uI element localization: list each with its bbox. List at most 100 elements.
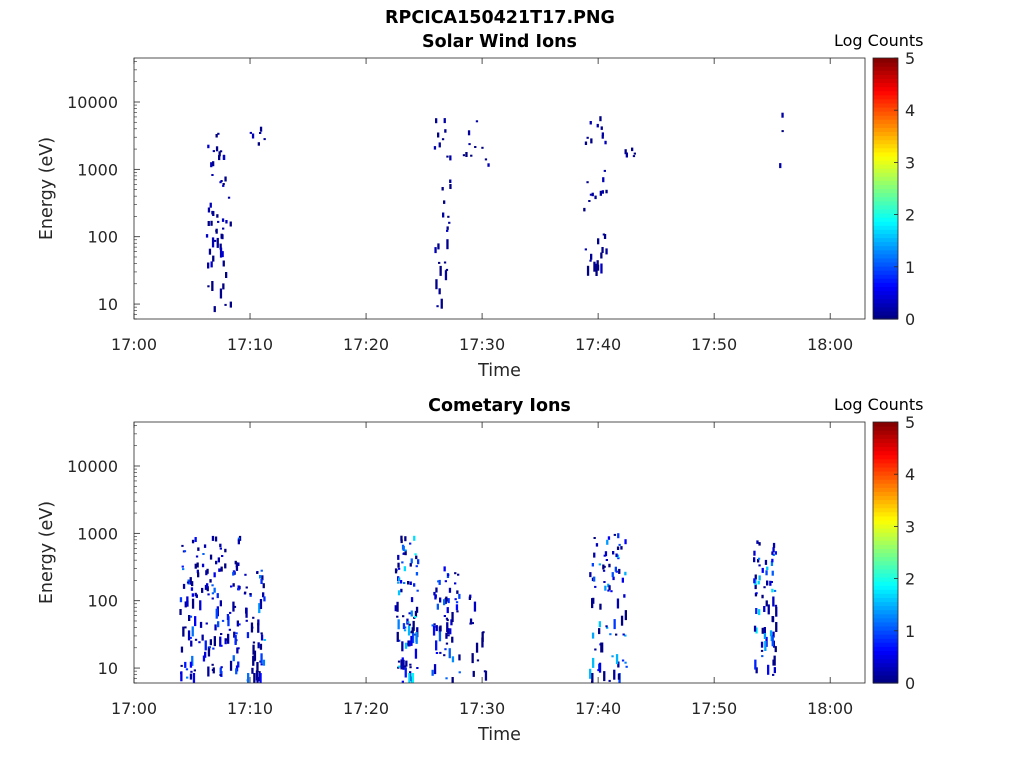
data-cell-p2-c2 [256, 572, 259, 574]
colorbar-segment-p1 [873, 155, 898, 161]
data-cell-p2-c1 [224, 638, 227, 641]
data-cell-p2-c6 [604, 551, 608, 557]
data-cell-p2-c3 [415, 606, 419, 613]
data-cell-p2-c3 [409, 542, 412, 545]
data-cell-p2-c4 [433, 664, 437, 675]
data-cell-p2-c3 [395, 569, 398, 572]
data-cell-p1-c1 [225, 220, 228, 224]
data-cell-p2-c1 [182, 568, 185, 571]
data-cell-p2-c1 [220, 666, 223, 669]
data-cell-p2-c4 [456, 610, 459, 613]
data-cell-p2-c1 [189, 615, 193, 618]
data-cell-p1-c6 [632, 155, 636, 158]
panel2-colorbar-label: Log Counts [834, 395, 924, 414]
data-cell-p2-c3 [397, 660, 401, 663]
data-cell-p1-c2 [257, 142, 260, 146]
data-cell-p2-c1 [202, 655, 206, 662]
data-cell-p2-c4 [451, 677, 454, 683]
data-cell-p2-c4 [436, 603, 439, 610]
data-cell-p2-c1 [207, 666, 210, 677]
data-cell-p1-c5 [586, 181, 589, 184]
data-cell-p1-c1 [207, 285, 210, 288]
colorbar-segment-p2 [873, 654, 898, 660]
y-tick-label-p2-2: 1000 [77, 524, 118, 543]
data-cell-p2-c7 [758, 575, 761, 581]
data-cell-p2-c6 [611, 655, 614, 658]
data-cell-p1-c1 [217, 220, 220, 223]
data-cell-p2-c3 [396, 631, 399, 642]
colorbar-segment-p2 [873, 666, 898, 672]
data-cell-p1-c1 [207, 144, 210, 149]
colorbar-tick-label-p1-3: 3 [905, 153, 915, 172]
data-cell-p2-c6 [624, 571, 627, 576]
data-cell-p2-c3 [401, 561, 404, 564]
data-cell-p2-c7 [755, 627, 758, 634]
data-cell-p1-c5 [583, 207, 586, 212]
data-cell-p1-c4 [470, 154, 473, 157]
data-cell-p2-c5 [471, 653, 474, 664]
data-cell-p1-c5 [602, 177, 605, 183]
colorbar-segment-p2 [873, 523, 898, 529]
data-cell-p1-c1 [227, 196, 231, 199]
colorbar-segment-p1 [873, 294, 898, 300]
data-cell-p2-c4 [454, 582, 457, 585]
data-cell-p2-c3 [404, 626, 407, 629]
data-cell-p1-c3 [437, 132, 440, 138]
colorbar-segment-p1 [873, 164, 898, 169]
data-cell-p1-c1 [213, 239, 217, 242]
data-cell-p2-c1 [180, 646, 184, 653]
data-cell-p2-c4 [435, 625, 438, 632]
data-cell-p2-c5 [472, 670, 475, 677]
data-cell-p2-c6 [607, 583, 610, 588]
data-cell-p1-c3 [449, 184, 452, 189]
data-cell-p1-c3 [446, 226, 449, 230]
colorbar-segment-p1 [873, 221, 898, 226]
data-cell-p2-c6 [608, 585, 611, 591]
data-cell-p2-c1 [216, 593, 219, 599]
colorbar-segment-p1 [873, 249, 898, 255]
data-cell-p2-c5 [475, 642, 479, 653]
data-cell-p2-c6 [618, 568, 621, 574]
data-cell-p1-c3 [441, 187, 444, 191]
data-cell-p2-c7 [771, 616, 775, 623]
colorbar-segment-p2 [873, 662, 898, 668]
data-cell-p2-c2 [253, 655, 256, 662]
data-cell-p2-c6 [591, 577, 595, 582]
data-cell-p1-c3 [438, 288, 441, 295]
data-cell-p1-c5 [594, 195, 597, 200]
data-cell-p2-c2 [262, 659, 266, 666]
colorbar-segment-p1 [873, 237, 898, 243]
data-cell-p2-c1 [191, 626, 194, 637]
data-cell-p1-c4 [481, 146, 484, 149]
data-cell-p2-c2 [260, 653, 263, 664]
data-cell-p2-c3 [403, 629, 407, 632]
data-cell-p2-c7 [755, 667, 758, 674]
colorbar-segment-p1 [873, 66, 898, 71]
data-cell-p1-c5 [599, 116, 602, 122]
data-cell-p2-c1 [197, 547, 200, 551]
data-cell-p2-c4 [445, 677, 448, 680]
data-cell-p2-c1 [211, 669, 215, 671]
data-cell-p1-c2 [259, 126, 263, 132]
data-cell-p2-c6 [591, 673, 594, 683]
data-cell-p1-c1 [219, 247, 223, 258]
data-cell-p1-c5 [605, 189, 608, 194]
data-cell-p2-c7 [761, 627, 764, 634]
data-cell-p2-c1 [211, 584, 214, 587]
data-cell-p2-c1 [229, 660, 233, 671]
data-cell-p1-c5 [601, 132, 604, 136]
data-cell-p1-c1 [208, 248, 212, 255]
data-cell-p2-c1 [233, 631, 236, 638]
data-cell-p2-c1 [219, 547, 222, 550]
colorbar-segment-p2 [873, 446, 898, 452]
data-cell-p2-c1 [232, 572, 235, 576]
colorbar-segment-p2 [873, 519, 898, 525]
colorbar-segment-p1 [873, 131, 898, 137]
data-cell-p2-c5 [469, 594, 472, 599]
colorbar-segment-p1 [873, 229, 898, 234]
data-cell-p2-c1 [220, 566, 223, 572]
data-cell-p2-c4 [448, 648, 451, 659]
colorbar-tick-label-p2-3: 3 [905, 517, 915, 536]
data-cell-p1-c6 [625, 152, 628, 158]
data-cell-p2-c7 [760, 641, 764, 648]
